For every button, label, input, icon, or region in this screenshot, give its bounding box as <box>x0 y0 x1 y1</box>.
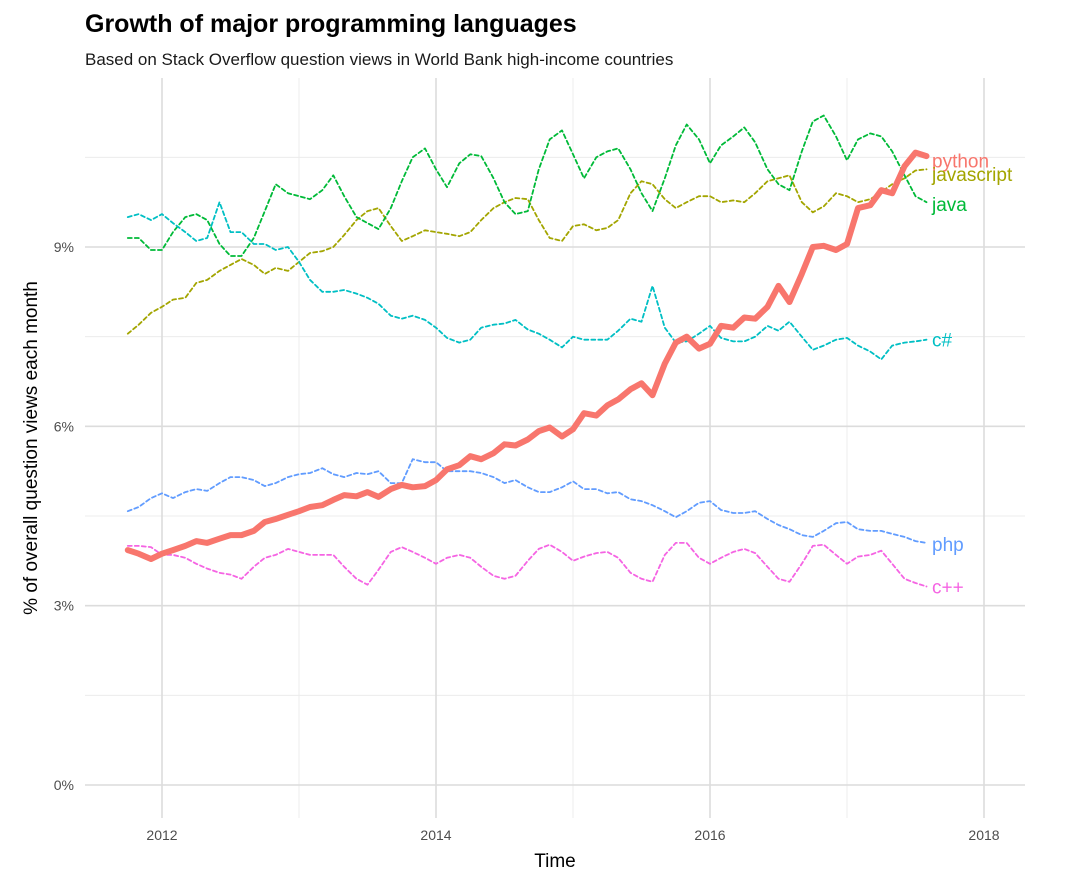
series-line-c <box>126 542 928 588</box>
x-tick-label: 2014 <box>420 827 451 843</box>
series-label-javascript: javascript <box>931 165 1013 186</box>
series-label-c: c++ <box>932 578 964 599</box>
series-line-python <box>124 149 930 562</box>
chart-title: Growth of major programming languages <box>85 10 577 38</box>
x-axis-title: Time <box>534 851 576 872</box>
series-label-java: java <box>931 195 967 216</box>
x-tick-label: 2016 <box>694 827 725 843</box>
y-axis-title: % of overall question views each month <box>21 281 42 615</box>
series-line-javascript <box>126 168 928 335</box>
y-tick-label: 6% <box>54 418 74 434</box>
series-line-php <box>126 458 928 544</box>
series-label-php: php <box>932 535 964 556</box>
series-line-c <box>126 201 928 361</box>
series-lines <box>124 114 930 588</box>
y-tick-label: 0% <box>54 777 74 793</box>
series-label-python: python <box>932 151 989 172</box>
x-tick-label: 2012 <box>146 827 177 843</box>
series-line-java <box>126 114 928 257</box>
chart-subtitle: Based on Stack Overflow question views i… <box>85 50 673 69</box>
x-axis-ticks: 2012 2014 2016 2018 <box>146 827 999 843</box>
y-axis-ticks: 0% 3% 6% 9% <box>54 239 74 793</box>
gridlines <box>85 78 1025 818</box>
y-tick-label: 9% <box>54 239 74 255</box>
x-tick-label: 2018 <box>968 827 999 843</box>
y-tick-label: 3% <box>54 598 74 614</box>
series-label-c: c# <box>932 331 953 352</box>
